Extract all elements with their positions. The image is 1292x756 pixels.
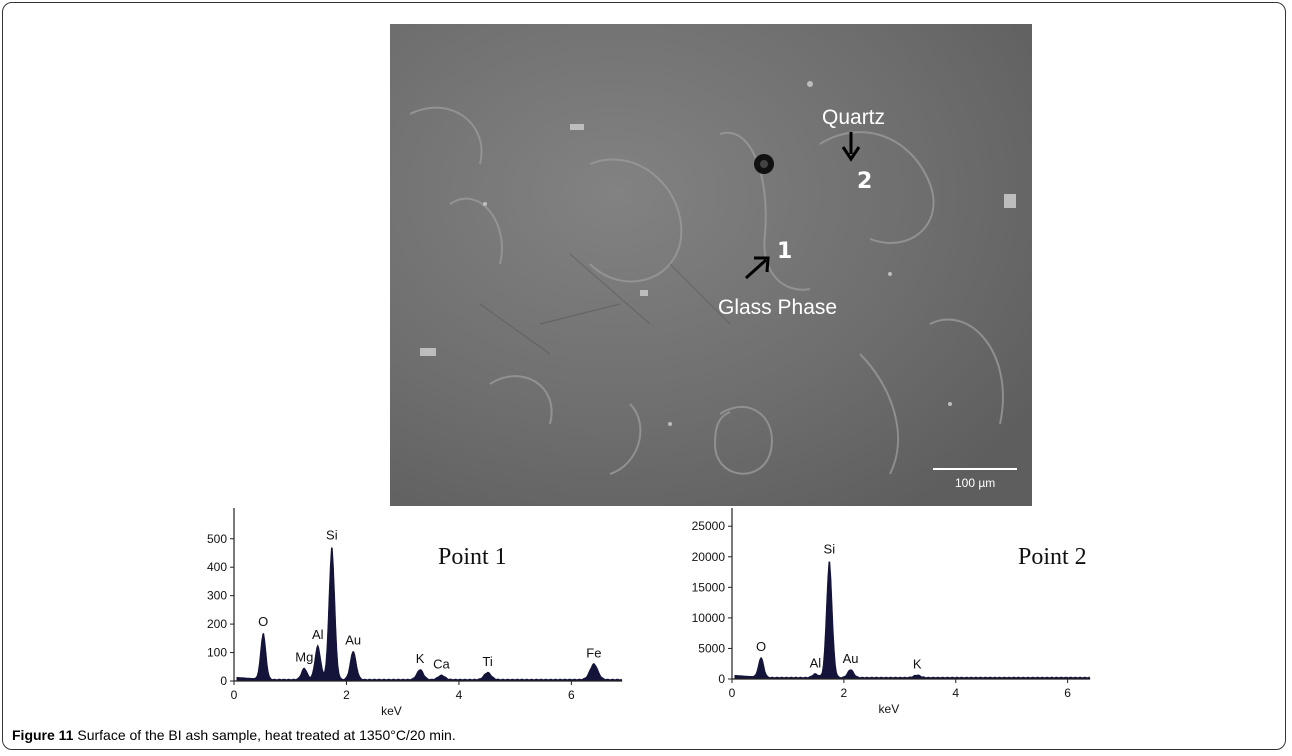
x-tick-label: 6 [568,688,575,702]
y-tick-label: 400 [207,560,227,574]
y-tick-label: 10000 [692,611,726,625]
eds-spectrum-point-1: O Mg Al Si Au K Ca Ti Fe 0 100 200 300 400 500 0 2 4 6 keV [207,508,623,718]
figure-caption-label: Figure 11 [12,727,74,743]
peak-label-au: Au [843,651,859,666]
peak-label-o: O [258,614,268,629]
x-tick-label: 4 [952,686,959,700]
x-tick-label: 0 [729,686,736,700]
x-tick-label: 2 [343,688,350,702]
y-tick-label: 25000 [692,519,726,533]
glass-phase-arrow-icon [744,256,770,280]
y-tick-label: 20000 [692,550,726,564]
eds-spectrum-point-2: O Al Si Au K 0 5000 10000 15000 20000 25000 0 2 4 6 keV [692,508,1091,716]
point-1-marker: 1 [777,239,793,264]
x-tick-label: 6 [1064,686,1071,700]
spectrum-trace [734,561,1091,680]
y-tick-label: 100 [207,646,227,660]
peak-label-mg: Mg [295,650,313,665]
spectrum-peaks [236,547,623,682]
point-2-title: Point 2 [1018,544,1087,570]
peak-label-al: Al [810,655,822,670]
x-axis-label: keV [879,702,900,716]
y-tick-label: 300 [207,589,227,603]
x-tick-label: 0 [231,688,238,702]
peak-label-si: Si [824,542,836,557]
x-tick-label: 2 [841,686,848,700]
y-tick-label: 5000 [698,641,725,655]
scale-bar [933,468,1017,470]
peak-label-au: Au [345,633,361,648]
y-tick-label: 0 [220,674,227,688]
x-tick-label: 4 [456,688,463,702]
peak-label-k: K [913,657,922,672]
figure-caption: Figure 11 Surface of the BI ash sample, … [12,727,456,743]
peak-label-o: O [756,639,766,654]
peak-label-fe: Fe [586,645,601,660]
scale-bar-label: 100 µm [955,476,996,490]
point-2-marker: 2 [857,169,873,194]
y-tick-label: 0 [718,672,725,686]
peak-label-si: Si [326,527,338,542]
peak-label-ca: Ca [433,657,450,672]
peak-label-ti: Ti [482,654,492,669]
figure-caption-text: Surface of the BI ash sample, heat treat… [77,727,456,743]
y-tick-label: 200 [207,617,227,631]
x-axis-label: keV [381,704,402,718]
spectrum-trace [236,547,623,682]
point-1-title: Point 1 [438,544,507,570]
peak-label-k: K [416,651,425,666]
spectrum-peaks [734,561,1091,680]
quartz-label: Quartz [822,106,886,129]
quartz-arrow-icon [841,132,861,162]
sem-texture [390,24,1032,506]
peak-label-al: Al [312,627,324,642]
y-tick-label: 500 [207,532,227,546]
glass-phase-label: Glass Phase [718,296,838,319]
y-tick-label: 15000 [692,580,726,594]
sem-micrograph: Quartz 2 1 Glass Phase 100 µm [390,24,1032,506]
